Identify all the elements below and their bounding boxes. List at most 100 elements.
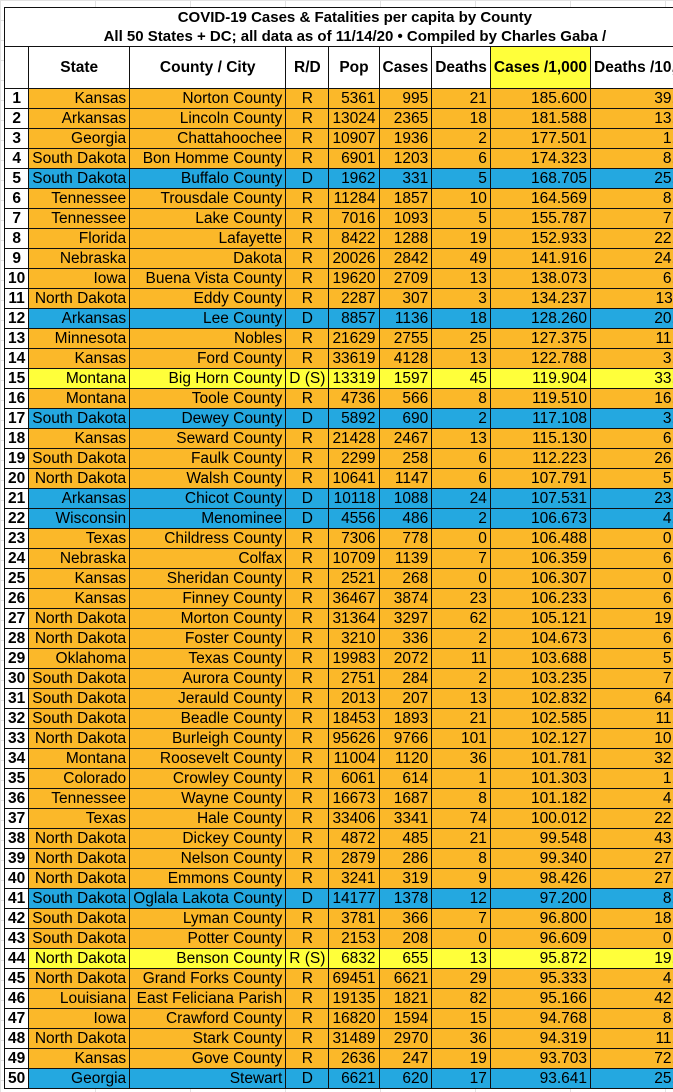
table-row: 33 North Dakota Burleigh County R 95626 9766 1… (3, 728, 673, 749)
cell-state: Kansas (28, 1048, 131, 1069)
cell-cases-per-1000: 101.182 (489, 788, 592, 809)
cell-county: Roosevelt County (129, 748, 287, 769)
cell-deaths-per-10000: 10.562 (590, 728, 673, 749)
cell-cases: 2755 (378, 328, 433, 349)
cell-party: R (285, 628, 330, 649)
table-row: 3 Georgia Chattahoochee R 10907 1936 2 177.501 1… (3, 128, 673, 149)
cell-state: Texas (28, 808, 131, 829)
cell-state: North Dakota (28, 728, 131, 749)
table-row: 6 Tennessee Trousdale County R 11284 1857 10 16… (3, 188, 673, 209)
cell-party: R (285, 1028, 330, 1049)
table-subtitle: All 50 States + DC; all data as of 11/14… (4, 27, 673, 47)
cell-state: Tennessee (28, 788, 131, 809)
cell-pop: 7016 (328, 208, 380, 229)
cell-cases-per-1000: 96.609 (489, 928, 592, 949)
cell-cases-per-1000: 168.705 (489, 168, 592, 189)
cell-deaths-per-10000: 18.514 (590, 908, 673, 929)
cell-cases-per-1000: 94.319 (489, 1028, 592, 1049)
cell-deaths-per-10000: 8.862 (590, 188, 673, 209)
cell-party: R (285, 268, 330, 289)
cell-county: Lafayette (129, 228, 287, 249)
cell-state: Nebraska (28, 248, 131, 269)
cell-cases-per-1000: 105.121 (489, 608, 592, 629)
table-row: 26 Kansas Finney County R 36467 3874 23 106.233… (3, 588, 673, 609)
cell-pop: 2153 (328, 928, 380, 949)
cell-cases-per-1000: 138.073 (489, 268, 592, 289)
cell-rank: 24 (3, 548, 30, 569)
cell-party: R (285, 1008, 330, 1029)
table-row: 29 Oklahoma Texas County R 19983 2072 11 103.68… (3, 648, 673, 669)
cell-cases-per-1000: 98.426 (489, 868, 592, 889)
cell-pop: 19620 (328, 268, 380, 289)
cell-cases-per-1000: 127.375 (489, 328, 592, 349)
cell-rank: 17 (3, 408, 30, 429)
cell-pop: 18453 (328, 708, 380, 729)
cell-pop: 5892 (328, 408, 380, 429)
cell-deaths: 2 (431, 628, 491, 649)
cell-state: South Dakota (28, 708, 131, 729)
cell-pop: 6901 (328, 148, 380, 169)
cell-rank: 18 (3, 428, 30, 449)
cell-state: North Dakota (28, 848, 131, 869)
cell-state: Kansas (28, 88, 131, 109)
table-row: 30 South Dakota Aurora County R 2751 284 2 103.… (3, 668, 673, 689)
cell-cases: 286 (378, 848, 433, 869)
table-row: 46 Louisiana East Feliciana Parish R 19135 18… (3, 988, 673, 1009)
cell-deaths-per-10000: 6.067 (590, 428, 673, 449)
cell-rank: 28 (3, 628, 30, 649)
table-row: 42 South Dakota Lyman County R 3781 366 7 96.80… (3, 908, 673, 929)
cell-cases-per-1000: 94.768 (489, 1008, 592, 1029)
cell-party: R (285, 828, 330, 849)
cell-party: R (285, 388, 330, 409)
cell-pop: 2521 (328, 568, 380, 589)
cell-county: Seward County (129, 428, 287, 449)
cell-deaths-per-10000: 24.468 (590, 248, 673, 269)
cell-deaths-per-10000: 8.694 (590, 148, 673, 169)
cell-state: Montana (28, 368, 131, 389)
cell-state: South Dakota (28, 688, 131, 709)
cell-cases-per-1000: 93.641 (489, 1068, 592, 1089)
cell-county: Toole County (129, 388, 287, 409)
table-row: 20 North Dakota Walsh County R 10641 1147 6 107… (3, 468, 673, 489)
header-state: State (28, 46, 131, 89)
cell-county: Norton County (129, 88, 287, 109)
cell-rank: 36 (3, 788, 30, 809)
cell-deaths: 1 (431, 768, 491, 789)
cell-deaths: 17 (431, 1068, 491, 1089)
cell-deaths: 2 (431, 128, 491, 149)
cell-deaths-per-10000: 64.580 (590, 688, 673, 709)
cell-deaths: 24 (431, 488, 491, 509)
cell-deaths-per-10000: 6.537 (590, 548, 673, 569)
cell-cases: 1821 (378, 988, 433, 1009)
cell-party: R (S) (285, 948, 330, 969)
cell-deaths: 0 (431, 528, 491, 549)
header-rank (3, 46, 30, 89)
cell-state: Oklahoma (28, 648, 131, 669)
cell-state: South Dakota (28, 148, 131, 169)
cell-cases-per-1000: 100.012 (489, 808, 592, 829)
cell-party: R (285, 228, 330, 249)
table-row: 10 Iowa Buena Vista County R 19620 2709 13 138.… (3, 268, 673, 289)
cell-deaths: 25 (431, 328, 491, 349)
cell-cases-per-1000: 106.233 (489, 588, 592, 609)
cell-pop: 6832 (328, 948, 380, 969)
cell-deaths: 6 (431, 468, 491, 489)
cell-cases: 6621 (378, 968, 433, 989)
cell-state: Montana (28, 748, 131, 769)
cell-rank: 48 (3, 1028, 30, 1049)
cell-rank: 42 (3, 908, 30, 929)
cell-rank: 2 (3, 108, 30, 129)
cell-pop: 33619 (328, 348, 380, 369)
cell-state: Nebraska (28, 548, 131, 569)
cell-party: R (285, 128, 330, 149)
cell-party: R (285, 608, 330, 629)
cell-rank: 20 (3, 468, 30, 489)
table-row: 25 Kansas Sheridan County R 2521 268 0 106.307 0… (3, 568, 673, 589)
cell-cases-per-1000: 99.340 (489, 848, 592, 869)
cell-county: Finney County (129, 588, 287, 609)
cell-deaths: 10 (431, 188, 491, 209)
cell-party: R (285, 968, 330, 989)
cell-cases-per-1000: 181.588 (489, 108, 592, 129)
cell-party: R (285, 108, 330, 129)
